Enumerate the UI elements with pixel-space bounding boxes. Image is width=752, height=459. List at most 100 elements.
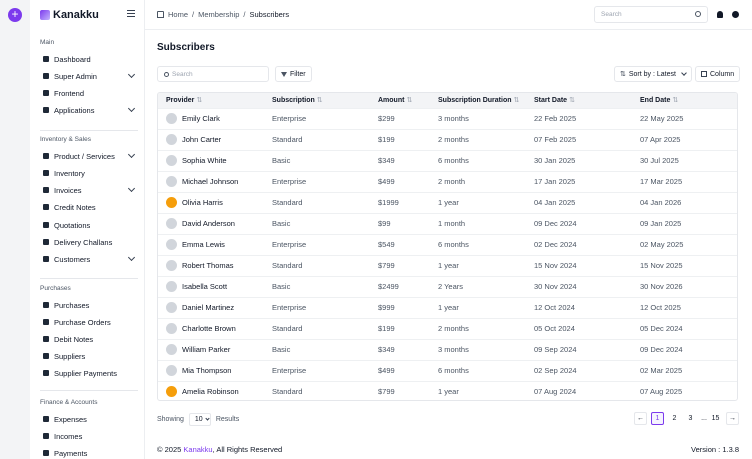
cell-amount: $799 xyxy=(370,380,430,400)
sidebar-item-inventory[interactable]: Inventory xyxy=(43,166,135,180)
sidebar-item-debit-notes[interactable]: Debit Notes xyxy=(43,332,135,346)
table-search-input[interactable]: Search xyxy=(157,66,269,82)
home-icon[interactable] xyxy=(157,11,164,18)
global-search-input[interactable]: Search xyxy=(594,6,708,23)
provider-cell[interactable]: Emma Lewis xyxy=(158,239,264,250)
provider-cell[interactable]: Charlotte Brown xyxy=(158,323,264,334)
sidebar-item-purchase-orders[interactable]: Purchase Orders xyxy=(43,315,135,329)
provider-name[interactable]: Amelia Robinson xyxy=(182,387,239,397)
provider-name[interactable]: Mia Thompson xyxy=(182,366,232,375)
breadcrumb-home[interactable]: Home xyxy=(168,10,189,19)
sidebar-item-frontend[interactable]: Frontend xyxy=(43,86,135,100)
provider-name[interactable]: William Parker xyxy=(182,345,231,354)
provider-cell[interactable]: Emily Clark xyxy=(158,113,264,124)
provider-cell[interactable]: Olivia Harris xyxy=(158,197,264,208)
sidebar-item-delivery-challans[interactable]: Delivery Challans xyxy=(43,235,135,249)
provider-cell[interactable]: Michael Johnson xyxy=(158,176,264,187)
footer-brand-link[interactable]: Kanakku xyxy=(183,445,213,454)
breadcrumb-membership[interactable]: Membership xyxy=(198,10,240,19)
cell-provider: Daniel Martinez xyxy=(158,296,264,318)
table-row[interactable]: Emma Lewis Enterprise $549 6 months 02 Dec 2… xyxy=(158,233,737,255)
next-page-button[interactable]: → xyxy=(726,412,739,425)
sidebar-item-product-services[interactable]: Product / Services xyxy=(43,149,136,163)
table-row[interactable]: Olivia Harris Standard $1999 1 year 04 Jan 2… xyxy=(158,191,737,213)
sidebar-item-quotations[interactable]: Quotations xyxy=(43,218,135,232)
cell-value: Enterprise xyxy=(272,114,307,123)
column-header-subscription-duration[interactable]: Subscription Duration ⇅ xyxy=(430,93,526,108)
notification-bell-icon[interactable] xyxy=(717,11,723,18)
provider-cell[interactable]: Mia Thompson xyxy=(158,365,264,376)
table-row[interactable]: William Parker Basic $349 3 months 09 Sep 20… xyxy=(158,338,737,360)
settings-gear-icon[interactable] xyxy=(732,11,739,18)
page-button-1[interactable]: 1 xyxy=(651,412,664,425)
sidebar-item-payments[interactable]: Payments xyxy=(43,446,135,459)
sort-dropdown[interactable]: ⇅ Sort by : Latest xyxy=(614,66,692,82)
sidebar-item-suppliers[interactable]: Suppliers xyxy=(43,349,135,363)
column-header-subscription[interactable]: Subscription ⇅ xyxy=(264,93,370,108)
sidebar-item-supplier-payments[interactable]: Supplier Payments xyxy=(43,366,135,380)
cell-value: 04 Jan 2026 xyxy=(640,198,682,207)
table-row[interactable]: Michael Johnson Enterprise $499 2 month 17 J… xyxy=(158,170,737,192)
table-row[interactable]: Sophia White Basic $349 6 months 30 Jan 2025… xyxy=(158,149,737,171)
sort-arrows-icon[interactable]: ⇅ xyxy=(196,97,203,105)
sidebar-item-customers[interactable]: Customers xyxy=(43,252,136,266)
provider-name[interactable]: Olivia Harris xyxy=(182,198,223,207)
provider-name[interactable]: Michael Johnson xyxy=(182,177,239,186)
table-row[interactable]: Daniel Martinez Enterprise $999 1 year 12 Oc… xyxy=(158,296,737,318)
table-row[interactable]: Robert Thomas Standard $799 1 year 15 Nov 20… xyxy=(158,254,737,276)
column-header-start-date[interactable]: Start Date ⇅ xyxy=(526,93,632,108)
page-button-2[interactable]: 2 xyxy=(672,415,677,422)
provider-name[interactable]: Isabella Scott xyxy=(182,282,228,291)
column-button[interactable]: Column xyxy=(695,66,741,82)
column-header-amount[interactable]: Amount ⇅ xyxy=(370,93,430,108)
provider-name[interactable]: Daniel Martinez xyxy=(182,303,235,312)
sort-arrows-icon[interactable]: ⇅ xyxy=(406,97,413,105)
sort-arrows-icon[interactable]: ⇅ xyxy=(513,97,520,105)
table-row[interactable]: Amelia Robinson Standard $799 1 year 07 Aug … xyxy=(158,380,737,400)
provider-cell[interactable]: David Anderson xyxy=(158,218,264,229)
sidebar-item-applications[interactable]: Applications xyxy=(43,103,136,117)
column-header-provider[interactable]: Provider ⇅ xyxy=(158,93,264,108)
provider-cell[interactable]: Robert Thomas xyxy=(158,260,264,271)
filter-button[interactable]: Filter xyxy=(275,66,312,82)
sidebar-item-super-admin[interactable]: Super Admin xyxy=(43,69,136,83)
sidebar-item-incomes[interactable]: Incomes xyxy=(43,429,135,443)
provider-cell[interactable]: Amelia Robinson xyxy=(158,386,264,398)
sidebar-item-purchases[interactable]: Purchases xyxy=(43,298,135,312)
provider-name[interactable]: Robert Thomas xyxy=(182,261,234,270)
sidebar-item-credit-notes[interactable]: Credit Notes xyxy=(43,200,135,214)
provider-cell[interactable]: Sophia White xyxy=(158,155,264,166)
provider-name[interactable]: Charlotte Brown xyxy=(182,324,236,333)
provider-name[interactable]: Sophia White xyxy=(182,156,227,165)
sort-arrows-icon[interactable]: ⇅ xyxy=(316,97,323,105)
prev-page-button[interactable]: ← xyxy=(634,412,647,425)
column-header-end-date[interactable]: End Date ⇅ xyxy=(632,93,737,108)
table-row[interactable]: Charlotte Brown Standard $199 2 months 05 Oc… xyxy=(158,317,737,339)
brand-logo[interactable]: Kanakku xyxy=(40,8,99,22)
provider-name[interactable]: Emma Lewis xyxy=(182,240,225,249)
provider-name[interactable]: John Carter xyxy=(182,135,222,144)
provider-cell[interactable]: John Carter xyxy=(158,134,264,145)
table-row[interactable]: David Anderson Basic $99 1 month 09 Dec 2024… xyxy=(158,212,737,234)
provider-name[interactable]: David Anderson xyxy=(182,219,235,228)
sidebar-item-label: Debit Notes xyxy=(54,334,94,344)
sidebar-item-invoices[interactable]: Invoices xyxy=(43,183,136,197)
menu-toggle-icon[interactable] xyxy=(127,10,135,19)
provider-cell[interactable]: William Parker xyxy=(158,344,264,355)
add-icon[interactable]: + xyxy=(8,8,22,22)
sort-arrows-icon[interactable]: ⇅ xyxy=(569,97,575,105)
sidebar-item-dashboard[interactable]: Dashboard xyxy=(43,52,135,66)
table-row[interactable]: John Carter Standard $199 2 months 07 Feb 20… xyxy=(158,128,737,150)
provider-name[interactable]: Emily Clark xyxy=(182,114,220,123)
provider-cell[interactable]: Isabella Scott xyxy=(158,281,264,292)
provider-cell[interactable]: Daniel Martinez xyxy=(158,302,264,313)
page-button-15[interactable]: 15 xyxy=(711,415,720,422)
table-row[interactable]: Emily Clark Enterprise $299 3 months 22 Feb … xyxy=(158,107,737,129)
sidebar-item-expenses[interactable]: Expenses xyxy=(43,412,135,426)
sort-arrows-icon[interactable]: ⇅ xyxy=(672,97,679,105)
table-row[interactable]: Isabella Scott Basic $2499 2 Years 30 Nov 20… xyxy=(158,275,737,297)
results-label: Results xyxy=(215,416,240,423)
table-row[interactable]: Mia Thompson Enterprise $499 6 months 02 Sep… xyxy=(158,359,737,381)
page-button-3[interactable]: 3 xyxy=(688,415,693,422)
page-size-select[interactable]: 10 xyxy=(188,413,211,426)
